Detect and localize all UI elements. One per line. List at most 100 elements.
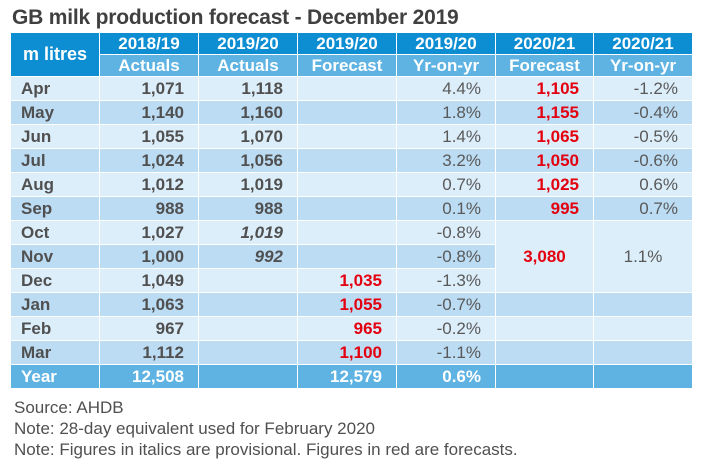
month-cell: Jun — [10, 124, 100, 149]
february-note: Note: 28-day equivalent used for Februar… — [14, 419, 376, 438]
forecast-1920-cell: 1,100 — [297, 340, 397, 365]
month-cell: Apr — [10, 76, 100, 101]
forecast-2021-cell: 1,155 — [495, 100, 594, 125]
actuals-1920-cell — [198, 340, 298, 365]
yoy-2021-cell — [593, 292, 693, 317]
yoy-2021-cell — [593, 340, 693, 365]
month-cell: Dec — [10, 268, 100, 293]
table-row: Jun 1,055 1,070 1.4% 1,065 -0.5% — [10, 124, 693, 149]
provisional-1920-cell: 1,019 — [198, 220, 298, 245]
header-type: Forecast — [495, 54, 594, 77]
forecast-1920-cell: 1,055 — [297, 292, 397, 317]
yoy-1920-cell: 1.4% — [396, 124, 496, 149]
table-row: Jan 1,063 1,055 -0.7% — [10, 292, 693, 317]
month-cell: May — [10, 100, 100, 125]
forecast-1920-cell: 965 — [297, 316, 397, 341]
table-row: Mar 1,112 1,100 -1.1% — [10, 340, 693, 365]
header-year: 2020/21 — [495, 32, 594, 55]
yoy-1920-cell: -1.1% — [396, 340, 496, 365]
yoy-1920-cell: -0.8% — [396, 244, 496, 269]
forecast-1920-cell — [297, 124, 397, 149]
legend-note: Note: Figures in italics are provisional… — [14, 440, 518, 459]
actuals-1819-cell: 988 — [99, 196, 199, 221]
yoy-1920-cell: 0.1% — [396, 196, 496, 221]
actuals-1819-cell: 1,027 — [99, 220, 199, 245]
yoy-1920-cell: -1.3% — [396, 268, 496, 293]
actuals-1819-cell: 1,000 — [99, 244, 199, 269]
total-yoy-2021 — [593, 364, 693, 389]
yoy-1920-cell: -0.7% — [396, 292, 496, 317]
forecast-1920-cell — [297, 172, 397, 197]
month-cell: Mar — [10, 340, 100, 365]
yoy-1920-cell: -0.8% — [396, 220, 496, 245]
header-year: 2019/20 — [297, 32, 397, 55]
forecast-2021-cell — [495, 292, 594, 317]
table-row: Nov 1,000 992 -0.8% — [10, 244, 693, 269]
table-row: Dec 1,049 1,035 -1.3% — [10, 268, 693, 293]
yoy-2021-cell: 0.6% — [593, 172, 693, 197]
table-row: Jul 1,024 1,056 3.2% 1,050 -0.6% — [10, 148, 693, 173]
total-label: Year — [10, 364, 100, 389]
forecast-2021-cell: 1,025 — [495, 172, 594, 197]
actuals-1819-cell: 1,024 — [99, 148, 199, 173]
yoy-1920-cell: 4.4% — [396, 76, 496, 101]
provisional-1920-cell: 992 — [198, 244, 298, 269]
table-title: GB milk production forecast - December 2… — [12, 6, 459, 29]
total-yoy-1920: 0.6% — [396, 364, 496, 389]
yoy-2021-cell — [593, 316, 693, 341]
total-actuals-1819: 12,508 — [99, 364, 199, 389]
table-row: May 1,140 1,160 1.8% 1,155 -0.4% — [10, 100, 693, 125]
actuals-1819-cell: 1,063 — [99, 292, 199, 317]
forecast-2021-cell — [495, 340, 594, 365]
yoy-2021-cell: -1.2% — [593, 76, 693, 101]
header-year: 2020/21 — [593, 32, 693, 55]
forecast-1920-cell — [297, 76, 397, 101]
source-note: Source: AHDB — [14, 398, 124, 417]
forecast-1920-cell: 1,035 — [297, 268, 397, 293]
header-type: Forecast — [297, 54, 397, 77]
header-type: Actuals — [198, 54, 298, 77]
actuals-1920-cell: 1,118 — [198, 76, 298, 101]
table-row: Feb 967 965 -0.2% — [10, 316, 693, 341]
header-type: Yr-on-yr — [396, 54, 496, 77]
month-cell: Aug — [10, 172, 100, 197]
header-row-years: m litres 2018/19 2019/20 2019/20 2019/20… — [10, 32, 693, 77]
actuals-1920-cell: 988 — [198, 196, 298, 221]
forecast-1920-cell — [297, 244, 397, 269]
forecast-1920-cell — [297, 220, 397, 245]
yoy-2021-cell: -0.4% — [593, 100, 693, 125]
actuals-1819-cell: 1,112 — [99, 340, 199, 365]
month-cell: Oct — [10, 220, 100, 245]
yoy-1920-cell: 1.8% — [396, 100, 496, 125]
total-forecast-2021 — [495, 364, 594, 389]
month-cell: Jul — [10, 148, 100, 173]
actuals-1819-cell: 1,012 — [99, 172, 199, 197]
header-type: Yr-on-yr — [593, 54, 693, 77]
forecast-2021-cell: 1,050 — [495, 148, 594, 173]
yoy-2021-cell: -0.5% — [593, 124, 693, 149]
total-actuals-1920 — [198, 364, 298, 389]
forecast-2021-cell: 1,105 — [495, 76, 594, 101]
total-forecast-1920: 12,579 — [297, 364, 397, 389]
actuals-1819-cell: 1,140 — [99, 100, 199, 125]
actuals-1920-cell — [198, 316, 298, 341]
header-type: Actuals — [99, 54, 199, 77]
yoy-1920-cell: -0.2% — [396, 316, 496, 341]
header-year: 2018/19 — [99, 32, 199, 55]
yoy-1920-cell: 3.2% — [396, 148, 496, 173]
notes: Source: AHDB Note: 28-day equivalent use… — [14, 397, 518, 460]
yoy-2021-oct-dec-cell: 1.1% — [593, 220, 693, 293]
actuals-1819-cell: 1,055 — [99, 124, 199, 149]
month-cell: Sep — [10, 196, 100, 221]
actuals-1920-cell: 1,019 — [198, 172, 298, 197]
milk-production-table: m litres 2018/19 2019/20 2019/20 2019/20… — [10, 32, 693, 389]
table-row: Aug 1,012 1,019 0.7% 1,025 0.6% — [10, 172, 693, 197]
actuals-1920-cell: 1,070 — [198, 124, 298, 149]
month-cell: Nov — [10, 244, 100, 269]
actuals-1920-cell — [198, 268, 298, 293]
forecast-1920-cell — [297, 100, 397, 125]
forecast-2021-cell — [495, 316, 594, 341]
month-cell: Feb — [10, 316, 100, 341]
forecast-1920-cell — [297, 196, 397, 221]
total-row: Year 12,508 12,579 0.6% — [10, 364, 693, 389]
